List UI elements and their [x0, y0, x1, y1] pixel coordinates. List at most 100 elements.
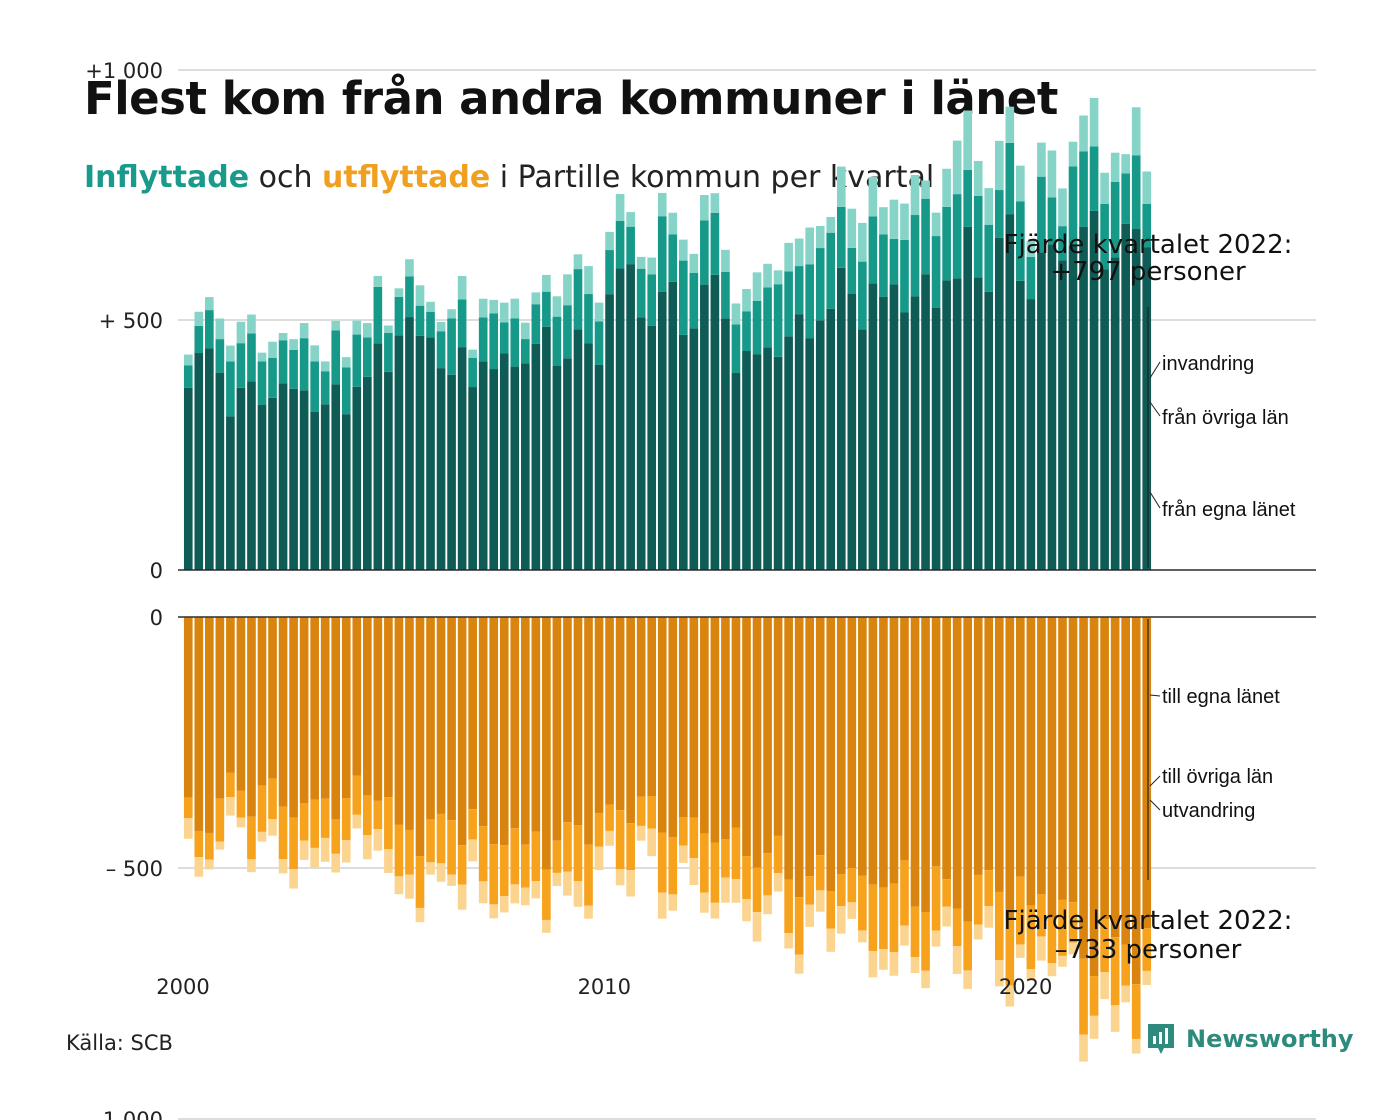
bar-from-other-counties	[836, 206, 846, 268]
bar-to-own-county	[1058, 617, 1067, 900]
bar-immigration	[879, 207, 888, 235]
bar-from-other-counties	[647, 274, 657, 326]
bar-immigration	[973, 160, 983, 196]
bar-from-own-county	[752, 354, 762, 570]
bar-to-own-county	[373, 617, 383, 801]
bar-to-own-county	[247, 617, 256, 817]
bar-immigration	[921, 180, 930, 199]
bar-emigration	[436, 863, 446, 882]
bar-from-other-counties	[1131, 155, 1141, 230]
bar-to-own-county	[657, 617, 667, 833]
bar-to-other-counties	[868, 884, 878, 951]
bar-to-other-counties	[910, 906, 920, 958]
bar-from-other-counties	[942, 206, 951, 281]
bar-to-own-county	[299, 617, 309, 804]
bar-from-own-county	[542, 326, 551, 570]
bar-to-other-counties	[1131, 984, 1141, 1039]
bar-to-other-counties	[1079, 958, 1088, 1035]
bar-from-own-county	[773, 356, 783, 570]
bar-immigration	[499, 302, 509, 323]
bar-from-other-counties	[331, 330, 341, 385]
bar-to-other-counties	[1068, 902, 1078, 943]
bar-to-own-county	[489, 617, 499, 845]
bar-immigration	[1131, 107, 1141, 156]
bar-to-other-counties	[689, 817, 699, 859]
bar-immigration	[520, 322, 530, 340]
bar-immigration	[331, 320, 341, 331]
bar-emigration	[636, 825, 646, 841]
bar-emigration	[289, 869, 298, 889]
bar-from-own-county	[1131, 229, 1141, 570]
bar-from-own-county	[499, 353, 509, 570]
bar-immigration	[1068, 141, 1078, 167]
bar-to-own-county	[563, 617, 572, 823]
bar-immigration	[763, 263, 772, 288]
bar-from-own-county	[394, 335, 404, 570]
bar-immigration	[626, 212, 635, 227]
series-labels: invandring från övriga län från egna länet…	[1149, 353, 1296, 822]
bar-immigration	[773, 270, 783, 285]
bar-from-own-county	[183, 387, 193, 570]
top-y-tick-label: +1 000	[85, 59, 163, 83]
bar-immigration	[815, 226, 825, 249]
bar-from-own-county	[489, 369, 499, 570]
bar-emigration	[942, 906, 951, 927]
bar-immigration	[657, 192, 667, 217]
bar-to-other-counties	[405, 829, 414, 875]
bar-immigration	[605, 231, 614, 251]
bar-to-other-counties	[678, 817, 688, 846]
bar-to-other-counties	[784, 879, 793, 934]
bar-to-other-counties	[963, 921, 972, 971]
bar-from-own-county	[363, 376, 372, 570]
bar-to-own-county	[773, 617, 783, 836]
bar-from-other-counties	[531, 304, 541, 344]
bar-emigration	[879, 949, 888, 970]
bar-emigration	[1026, 969, 1036, 981]
bar-to-own-county	[710, 617, 720, 843]
bar-to-own-county	[594, 617, 604, 814]
bar-from-own-county	[1100, 269, 1109, 570]
bar-emigration	[889, 951, 899, 976]
bar-from-other-counties	[847, 247, 857, 294]
bar-to-own-county	[310, 617, 319, 800]
bar-to-other-counties	[426, 819, 435, 863]
bar-from-other-counties	[278, 340, 288, 384]
bar-emigration	[363, 835, 372, 860]
bar-emigration	[373, 829, 383, 851]
bar-emigration	[552, 872, 562, 887]
bar-from-other-counties	[636, 268, 646, 318]
bottom-y-tick-label: – 500	[106, 857, 163, 881]
bar-from-own-county	[278, 383, 288, 570]
bar-to-own-county	[194, 617, 204, 831]
bar-from-other-counties	[910, 215, 920, 297]
bar-emigration	[847, 902, 857, 919]
bar-to-own-county	[542, 617, 551, 870]
bar-to-other-counties	[984, 870, 994, 907]
bar-to-other-counties	[247, 816, 256, 860]
bar-emigration	[700, 892, 709, 913]
bar-emigration	[415, 907, 425, 923]
bar-from-own-county	[815, 320, 825, 570]
bar-emigration	[426, 862, 435, 875]
bar-to-own-county	[668, 617, 678, 837]
bar-from-other-counties	[363, 337, 372, 377]
bar-to-own-county	[531, 617, 541, 832]
bar-to-other-counties	[183, 797, 193, 819]
bar-to-own-county	[436, 617, 446, 814]
bar-immigration	[594, 302, 604, 322]
bar-from-own-county	[341, 414, 351, 570]
bar-from-other-counties	[478, 317, 488, 362]
bar-to-own-county	[331, 617, 341, 819]
bar-from-own-county	[984, 291, 994, 570]
bar-emigration	[1068, 942, 1078, 955]
bar-emigration	[257, 831, 267, 842]
bar-from-own-county	[1110, 257, 1120, 570]
bar-immigration	[584, 266, 593, 295]
bar-from-other-counties	[205, 310, 214, 349]
brand[interactable]: Newsworthy	[1146, 1022, 1354, 1056]
bar-immigration	[1016, 165, 1025, 202]
bar-emigration	[278, 859, 288, 874]
bar-from-own-county	[436, 368, 446, 570]
bar-from-own-county	[1142, 247, 1152, 570]
bar-from-other-counties	[1037, 176, 1046, 253]
